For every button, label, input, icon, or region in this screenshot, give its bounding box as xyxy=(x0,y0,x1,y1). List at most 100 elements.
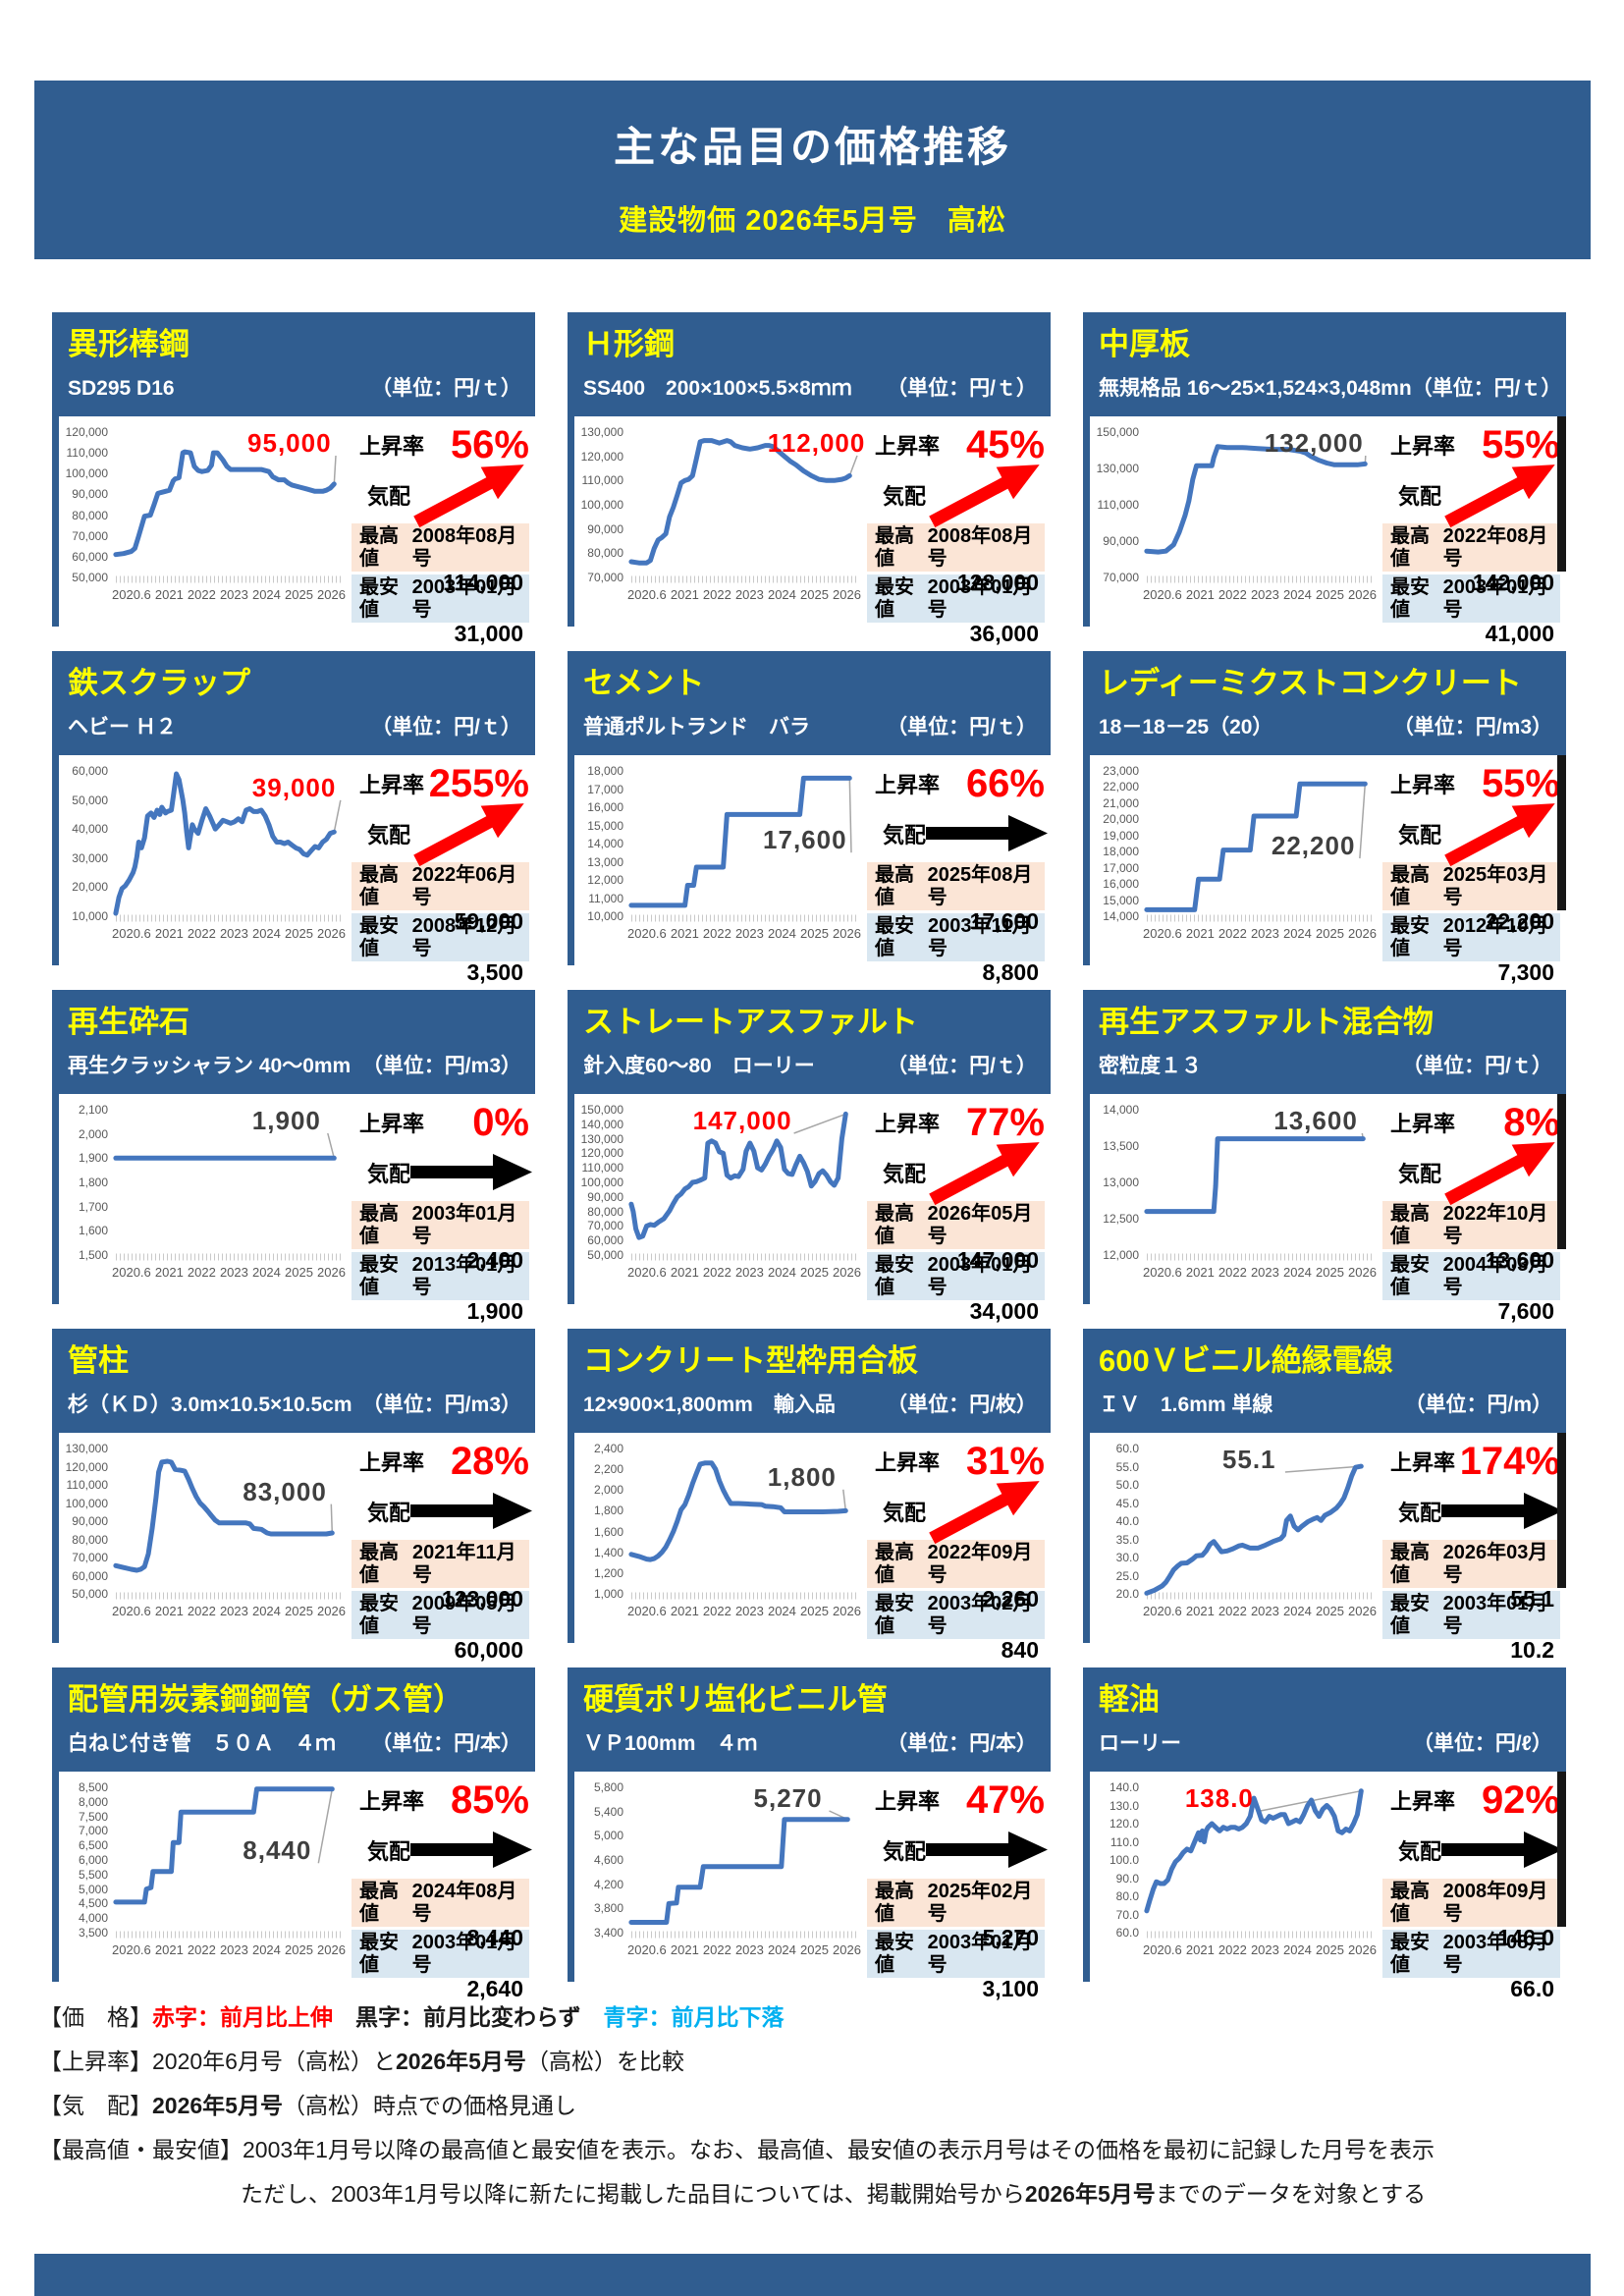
trend-label: 気配 xyxy=(367,823,411,847)
price-panel: レディーミクストコンクリート 18－18－25（20） （単位：円/m3） 23… xyxy=(1083,651,1566,984)
chart-area: 2,400 2,200 2,000 1,800 1,600 1,400 1,200 1,000… xyxy=(574,1433,867,1643)
panel-body: 150,000 140,000 130,000 120,000 110,000 100,0… xyxy=(568,1094,1052,1323)
lowest-date: 2003年02月号 xyxy=(927,1593,1033,1637)
x-tick-label: 2021 xyxy=(154,1604,184,1618)
highest-value: 17,600 xyxy=(969,908,1039,934)
y-tick-label: 100,000 xyxy=(65,1496,108,1510)
highest-date: 2022年10月号 xyxy=(1442,1203,1548,1247)
panel-unit: （単位：円/m） xyxy=(1404,1394,1552,1416)
x-tick-label: 2023 xyxy=(734,1265,764,1280)
plot-area: 147,000 2020.6 2021 2022 2023 2024 2025 2026 xyxy=(627,1106,861,1280)
x-tick-label: 2021 xyxy=(1185,587,1215,602)
lowest-price-box: 最安値 2003年01月号 2,640 xyxy=(352,1930,529,2000)
y-tick-label: 20.0 xyxy=(1115,1587,1139,1601)
y-tick-label: 4,600 xyxy=(593,1853,623,1867)
panel-unit: （単位：円/ｔ） xyxy=(1411,377,1562,400)
y-axis-labels: 150,000 140,000 130,000 120,000 110,000 100,0… xyxy=(574,1103,627,1265)
footer-segment: 2026年5月号 xyxy=(395,2049,526,2074)
trend-arrow xyxy=(1437,1122,1567,1219)
rate-row: 上昇率 55% xyxy=(1382,759,1560,808)
panel-info: 上昇率 45% 気配 最高値 2008年08月号 128,000 最安値 xyxy=(867,416,1052,645)
rate-label: 上昇率 xyxy=(875,773,941,797)
rate-row: 上昇率 45% xyxy=(867,420,1045,469)
y-tick-label: 2,200 xyxy=(593,1462,623,1477)
plot-area: 95,000 2020.6 2021 2022 2023 2024 2025 2026 xyxy=(112,428,346,602)
y-tick-label: 90,000 xyxy=(587,521,623,536)
y-tick-label: 80,000 xyxy=(72,1532,108,1547)
y-tick-label: 50,000 xyxy=(72,1587,108,1601)
x-tick-label: 2023 xyxy=(219,587,248,602)
x-tick-label: 2025 xyxy=(1316,1604,1344,1618)
lowest-label: 最安値 xyxy=(875,1254,914,1298)
y-tick-label: 20,000 xyxy=(1103,812,1139,827)
x-tick-label: 2023 xyxy=(1250,1942,1279,1957)
highest-label: 最高値 xyxy=(875,864,914,908)
lowest-price-box: 最安値 2003年01月号 10.2 xyxy=(1382,1591,1560,1662)
line-chart xyxy=(113,771,342,922)
x-axis-labels: 2020.6 2021 2022 2023 2024 2025 2026 xyxy=(1143,926,1377,941)
chart-area: 14,000 13,500 13,000 12,500 12,000 13,600 20… xyxy=(1090,1094,1382,1304)
highest-price-box: 最高値 2022年06月号 59,000 xyxy=(352,862,529,933)
current-price-label: 22,200 xyxy=(1271,831,1356,861)
trend-arrow xyxy=(1441,1490,1565,1533)
highest-price-box: 最高値 2003年01月号 2,400 xyxy=(352,1201,529,1272)
x-tick-label: 2023 xyxy=(734,926,764,941)
highest-date: 2008年09月号 xyxy=(1442,1881,1548,1925)
lowest-price-box: 最安値 2003年08月号 66.0 xyxy=(1382,1930,1560,2000)
chart-area: 60,000 50,000 40,000 30,000 20,000 10,000 39,… xyxy=(59,755,352,965)
highest-price-box: 最高値 2008年08月号 128,000 xyxy=(867,523,1045,594)
trend-arrow xyxy=(922,1122,1052,1219)
right-arrow-icon xyxy=(926,815,1049,851)
x-axis-labels: 2020.6 2021 2022 2023 2024 2025 2026 xyxy=(112,1604,346,1618)
chart-area: 130,000 120,000 110,000 100,000 90,000 80,000… xyxy=(574,416,867,627)
trend-arrow xyxy=(922,445,1052,541)
plot-area: 1,900 2020.6 2021 2022 2023 2024 2025 2026 xyxy=(112,1106,346,1280)
y-tick-label: 90,000 xyxy=(72,1514,108,1528)
panel-title: 軽油 xyxy=(1099,1682,1160,1717)
lowest-label: 最安値 xyxy=(875,1932,914,1976)
rate-value: 174% xyxy=(1459,1440,1560,1483)
y-tick-label: 1,400 xyxy=(593,1545,623,1559)
panel-header: セメント 普通ポルトランド バラ （単位：円/ｔ） xyxy=(568,651,1051,755)
y-tick-label: 7,000 xyxy=(78,1824,108,1838)
rate-row: 上昇率 47% xyxy=(867,1776,1045,1825)
highest-price-box: 最高値 2021年11月号 123,000 xyxy=(352,1540,529,1611)
x-tick-label: 2023 xyxy=(734,1942,764,1957)
y-tick-label: 100.0 xyxy=(1109,1853,1139,1867)
y-tick-label: 19,000 xyxy=(1103,828,1139,843)
panel-unit: （単位：円/本） xyxy=(371,1732,521,1755)
lowest-date: 2003年01月号 xyxy=(927,1932,1033,1976)
footer-line: 【上昇率】2020年6月号（高松）と2026年5月号（高松）を比較 xyxy=(39,2040,1591,2084)
x-tick-label: 2024 xyxy=(1282,1265,1312,1280)
panel-unit: （単位：円/枚） xyxy=(887,1394,1037,1416)
panel-subheader: 再生クラッシャラン 40～0mm （単位：円/m3） xyxy=(68,1051,525,1082)
y-tick-label: 80,000 xyxy=(587,546,623,561)
y-tick-label: 110,000 xyxy=(581,473,624,488)
footer-segment: 【最高値・最安値】2003年1月号以降の最高値と最安値を表示。なお、最高値、最安… xyxy=(39,2137,1435,2162)
y-tick-label: 45.0 xyxy=(1115,1496,1139,1510)
highest-date: 2024年08月号 xyxy=(411,1881,517,1925)
y-tick-label: 140,000 xyxy=(580,1117,623,1131)
trend-arrow xyxy=(922,1461,1052,1558)
line-chart xyxy=(1144,1132,1373,1261)
chart-area: 5,800 5,400 5,000 4,600 4,200 3,800 3,400 5,27… xyxy=(574,1772,867,1982)
trend-row: 気配 xyxy=(1382,465,1560,528)
plot-area: 1,800 2020.6 2021 2022 2023 2024 2025 2026 xyxy=(627,1445,861,1618)
rate-value: 31% xyxy=(965,1440,1045,1483)
highest-price-box: 最高値 2025年08月号 17,600 xyxy=(867,862,1045,933)
footer-segment: （高松）時点での価格見通し xyxy=(282,2093,576,2118)
y-tick-label: 2,000 xyxy=(593,1483,623,1498)
price-panel: 軽油 ローリー （単位：円/ℓ） 140.0 130.0 120.0 110.0 100… xyxy=(1083,1667,1566,2000)
x-tick-label: 2022 xyxy=(1218,1265,1247,1280)
up-arrow-icon xyxy=(1444,465,1555,528)
highest-label: 最高値 xyxy=(1390,525,1430,570)
y-tick-label: 17,000 xyxy=(1103,860,1139,875)
panel-subheader: 12×900×1,800mm 輸入品 （単位：円/枚） xyxy=(583,1390,1041,1421)
highest-date: 2021年11月号 xyxy=(411,1542,516,1586)
panel-title: コンクリート型枠用合板 xyxy=(583,1343,918,1378)
y-tick-label: 2,100 xyxy=(78,1103,108,1117)
x-tick-label: 2022 xyxy=(1218,1942,1247,1957)
rate-value: 0% xyxy=(472,1101,529,1144)
trend-label: 気配 xyxy=(883,1839,927,1864)
